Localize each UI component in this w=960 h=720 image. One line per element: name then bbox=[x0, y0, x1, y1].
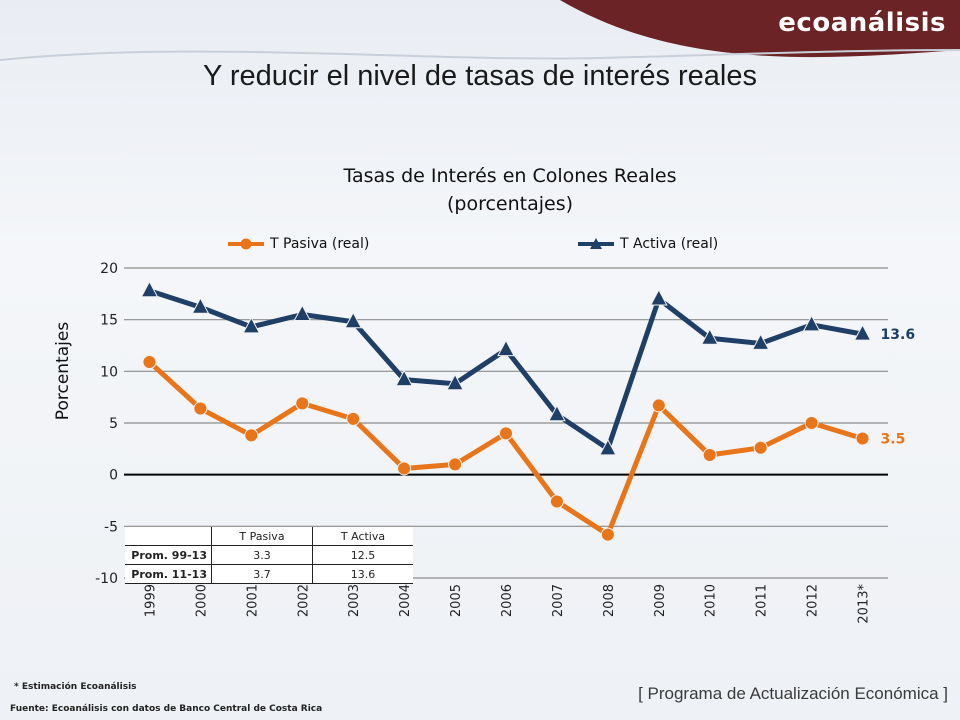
legend-circle-marker-icon bbox=[228, 238, 264, 250]
table-row-label: Prom. 11-13 bbox=[125, 564, 212, 584]
data-point bbox=[499, 426, 513, 441]
x-tick-label: 2011 bbox=[755, 584, 770, 617]
y-tick-label: 5 bbox=[109, 416, 118, 432]
data-point bbox=[855, 431, 870, 446]
y-tick-label: 20 bbox=[100, 261, 118, 277]
x-tick-label: 2004 bbox=[398, 584, 413, 617]
data-point bbox=[140, 280, 159, 298]
data-point bbox=[651, 398, 666, 413]
chart-subtitle: (porcentajes) bbox=[446, 193, 574, 215]
data-point bbox=[753, 440, 768, 455]
y-axis-title: Porcentajes bbox=[53, 322, 73, 421]
data-label: 3.5 bbox=[881, 432, 906, 448]
data-point bbox=[193, 401, 208, 416]
header-swoosh bbox=[0, 49, 960, 61]
source-note: Fuente: Ecoanálisis con datos de Banco C… bbox=[10, 704, 323, 714]
data-point bbox=[344, 311, 363, 329]
legend-triangle-marker-icon bbox=[578, 238, 614, 249]
data-point bbox=[244, 428, 259, 443]
data-point bbox=[346, 411, 361, 426]
data-label: 13.6 bbox=[881, 327, 916, 343]
table-cell-pasiva: 3.3 bbox=[211, 545, 313, 565]
x-tick-label: 2009 bbox=[653, 584, 668, 617]
data-point bbox=[395, 369, 413, 387]
program-label: [ Programa de Actualización Económica ] bbox=[638, 684, 948, 703]
x-tick-label: 2007 bbox=[551, 584, 566, 617]
data-point bbox=[242, 316, 261, 334]
y-tick-label: -10 bbox=[95, 571, 118, 587]
table-header-pasiva: T Pasiva bbox=[211, 527, 313, 546]
data-point bbox=[548, 404, 566, 422]
legend-item-activa: T Activa (real) bbox=[578, 236, 718, 252]
x-tick-label: 2002 bbox=[296, 584, 311, 617]
x-tick-label: 2010 bbox=[704, 584, 719, 617]
legend-label-pasiva: T Pasiva (real) bbox=[270, 236, 370, 252]
y-tick-label: 0 bbox=[109, 468, 118, 484]
table-header-blank bbox=[125, 527, 212, 546]
x-tick-label: 2013* bbox=[857, 584, 872, 624]
legend-label-activa: T Activa (real) bbox=[620, 236, 719, 252]
y-tick-label: 10 bbox=[100, 364, 118, 380]
data-point bbox=[702, 448, 717, 463]
legend-item-pasiva: T Pasiva (real) bbox=[228, 236, 369, 252]
slide-title: Y reducir el nivel de tasas de interés r… bbox=[203, 60, 757, 92]
data-point bbox=[600, 527, 615, 542]
data-point bbox=[853, 324, 872, 341]
y-tick-label: 15 bbox=[100, 313, 118, 329]
brand-logo: ecoanálisis bbox=[778, 8, 946, 38]
header-band bbox=[560, 0, 960, 58]
x-tick-label: 2005 bbox=[449, 584, 464, 617]
x-tick-label: 2006 bbox=[500, 584, 515, 617]
data-point bbox=[397, 461, 412, 476]
x-tick-label: 2001 bbox=[245, 584, 260, 617]
y-tick-label: -5 bbox=[104, 519, 118, 535]
data-point bbox=[751, 333, 770, 350]
data-point bbox=[497, 339, 515, 357]
data-point bbox=[802, 314, 821, 332]
data-point bbox=[448, 457, 463, 472]
footnote: * Estimación Ecoanálisis bbox=[14, 682, 137, 692]
table-row: Prom. 99-13 3.3 12.5 bbox=[125, 545, 413, 565]
chart-title: Tasas de Interés en Colones Reales bbox=[343, 165, 677, 187]
data-point bbox=[599, 438, 617, 456]
data-point bbox=[191, 297, 210, 314]
data-point bbox=[446, 373, 464, 391]
table-cell-activa: 13.6 bbox=[312, 564, 413, 584]
x-tick-label: 2000 bbox=[194, 584, 209, 617]
data-point bbox=[700, 328, 719, 345]
data-point bbox=[293, 304, 312, 321]
data-point bbox=[549, 494, 564, 509]
table-cell-pasiva: 3.7 bbox=[211, 564, 313, 584]
series-line bbox=[148, 288, 863, 452]
table-row-label: Prom. 99-13 bbox=[125, 545, 212, 565]
table-header-activa: T Activa bbox=[312, 527, 413, 546]
data-point bbox=[295, 396, 310, 411]
table-cell-activa: 12.5 bbox=[312, 545, 413, 565]
x-tick-label: 2012 bbox=[806, 584, 821, 617]
table-row: Prom. 11-13 3.7 13.6 bbox=[125, 564, 413, 584]
averages-table: T Pasiva T Activa Prom. 99-13 3.3 12.5 P… bbox=[125, 527, 413, 584]
x-tick-label: 2003 bbox=[347, 584, 362, 617]
data-point bbox=[142, 355, 157, 370]
data-point bbox=[804, 416, 819, 430]
x-tick-label: 1999 bbox=[143, 584, 158, 617]
data-point bbox=[649, 288, 668, 306]
x-tick-label: 2008 bbox=[602, 584, 617, 617]
